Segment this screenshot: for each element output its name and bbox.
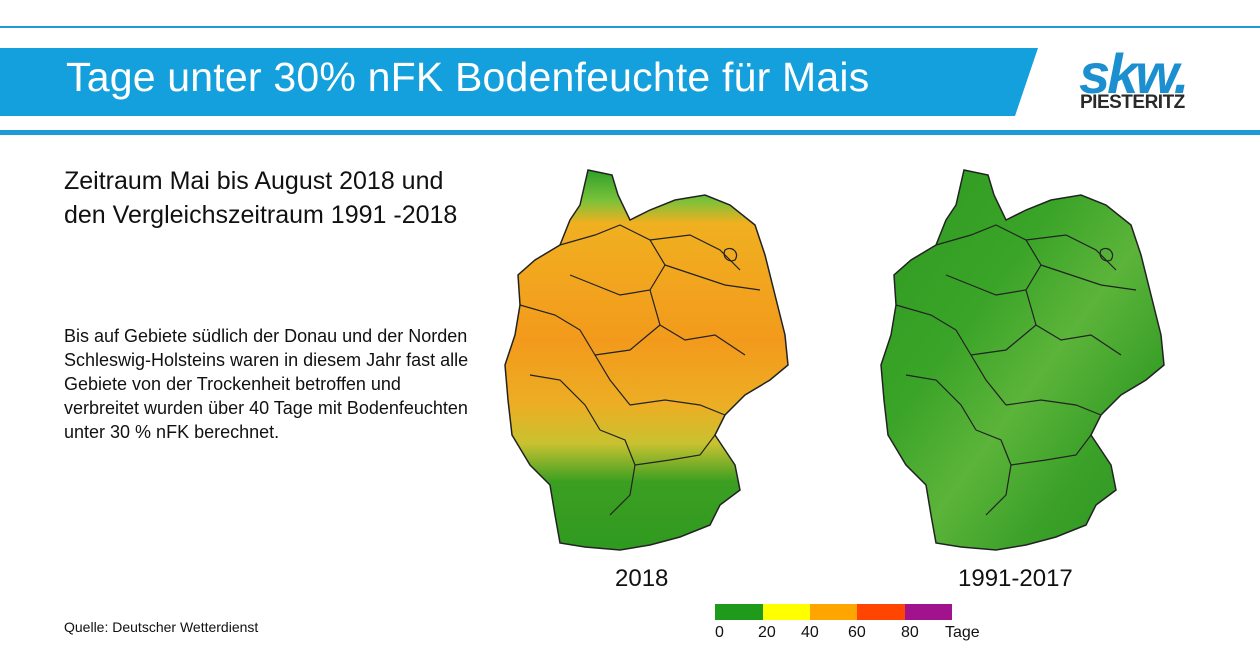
germany-outline-2018 [504, 169, 789, 551]
legend-swatch-1 [763, 604, 810, 620]
period-heading-line-1: Zeitraum Mai bis August 2018 und [64, 167, 444, 195]
page-title: Tage unter 30% nFK Bodenfeuchte für Mais [66, 54, 870, 100]
period-heading: Zeitraum Mai bis August 2018 und den Ver… [64, 164, 514, 232]
description-text: Bis auf Gebiete südlich der Donau und de… [64, 326, 469, 442]
map-2018 [504, 169, 789, 551]
top-rule [0, 26, 1260, 28]
legend-swatch-3 [857, 604, 905, 620]
banner-bottom-rule [0, 130, 1260, 135]
legend-tick-20: 20 [758, 624, 776, 641]
map-1991-2017 [880, 169, 1165, 551]
period-heading-line-2: den Vergleichszeitraum 1991 -2018 [64, 201, 458, 229]
legend-swatch-0 [715, 604, 763, 620]
legend-unit: Tage [945, 624, 980, 641]
logo-subtitle: PIESTERITZ [1080, 92, 1185, 113]
legend-swatch-4 [905, 604, 952, 620]
legend-tick-80: 80 [901, 624, 919, 641]
legend-swatch-2 [810, 604, 857, 620]
map-label-2018: 2018 [615, 565, 669, 592]
state-borders-1991-2017 [895, 224, 1137, 516]
logo-wordmark: skw. [1079, 42, 1189, 105]
legend-tick-60: 60 [848, 624, 866, 641]
legend-tick-0: 0 [715, 624, 724, 641]
color-legend: 0 20 40 60 80 Tage [715, 604, 985, 654]
germany-outline-1991-2017 [880, 169, 1165, 551]
legend-tick-40: 40 [801, 624, 819, 641]
map-label-1991-2017: 1991-2017 [958, 565, 1073, 592]
state-borders-2018 [519, 224, 761, 516]
source-note: Quelle: Deutscher Wetterdienst [64, 619, 259, 635]
title-banner [0, 48, 1038, 116]
